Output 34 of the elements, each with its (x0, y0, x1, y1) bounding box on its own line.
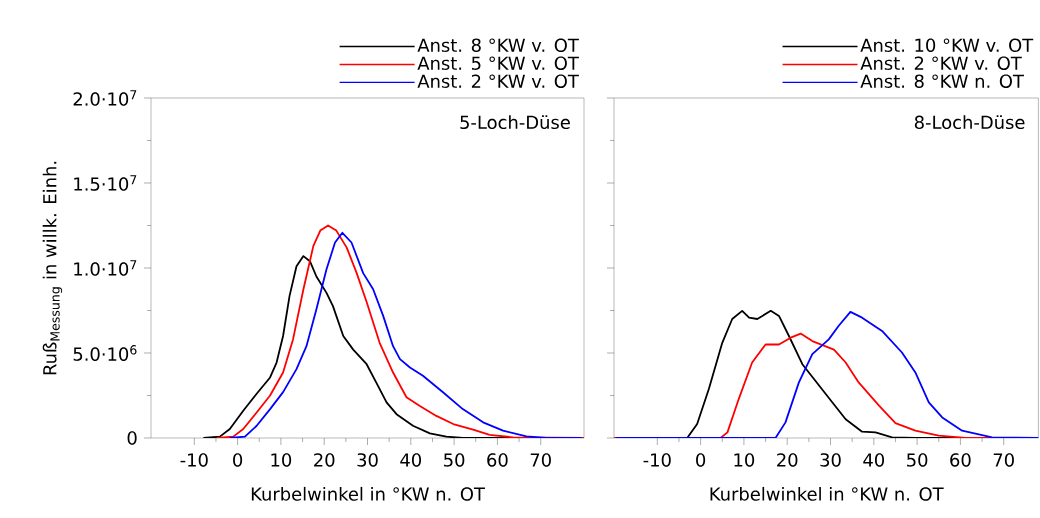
x-tick-label: 50 (444, 453, 465, 467)
legend-label: Anst. 5 °KW v. OT (417, 56, 579, 70)
y-tick-label: 0 (127, 431, 137, 445)
legend-label: Anst. 10 °KW v. OT (860, 38, 1034, 52)
legend-label: Anst. 2 °KW v. OT (860, 56, 1022, 70)
x-axis-title: Kurbelwinkel in °KW n. OT (710, 486, 944, 501)
x-axis-title: Kurbelwinkel in °KW n. OT (251, 486, 485, 501)
legend-label: Anst. 8 °KW v. OT (417, 38, 579, 52)
y-tick-label: 1.0·10$^{7}$ (74, 260, 137, 276)
x-tick-label: 30 (820, 453, 841, 467)
x-tick-label: 40 (863, 453, 885, 467)
x-tick-label: 60 (950, 453, 971, 467)
annotation: 5-Loch-Düse (460, 115, 570, 130)
annotation: 8-Loch-Düse (914, 115, 1025, 130)
x-tick-label: 20 (314, 453, 335, 467)
y-tick-label: 5.0·10$^{6}$ (73, 345, 137, 361)
x-tick-label: 0 (233, 453, 243, 467)
x-tick-label: 10 (271, 453, 292, 467)
legend-label: Anst. 8 °KW n. OT (860, 74, 1024, 88)
x-tick-label: 0 (696, 453, 706, 467)
x-tick-label: 40 (400, 453, 422, 467)
x-tick-label: 70 (530, 453, 551, 467)
y-tick-label: 1.5·10$^{7}$ (74, 175, 137, 191)
x-tick-label: 50 (907, 453, 928, 467)
x-tick-label: -10 (180, 453, 208, 467)
y-tick-label: 2.0·10$^{7}$ (73, 90, 137, 106)
x-tick-label: 70 (993, 453, 1014, 467)
x-tick-label: 10 (734, 453, 755, 467)
x-tick-label: 20 (777, 453, 798, 467)
legend-label: Anst. 2 °KW v. OT (417, 74, 579, 88)
y-axis-title: Ruß$_{Messung}$ in willk. Einh. (42, 161, 63, 375)
x-tick-label: 30 (357, 453, 378, 467)
x-tick-label: 60 (487, 453, 508, 467)
x-tick-label: -10 (643, 453, 671, 467)
